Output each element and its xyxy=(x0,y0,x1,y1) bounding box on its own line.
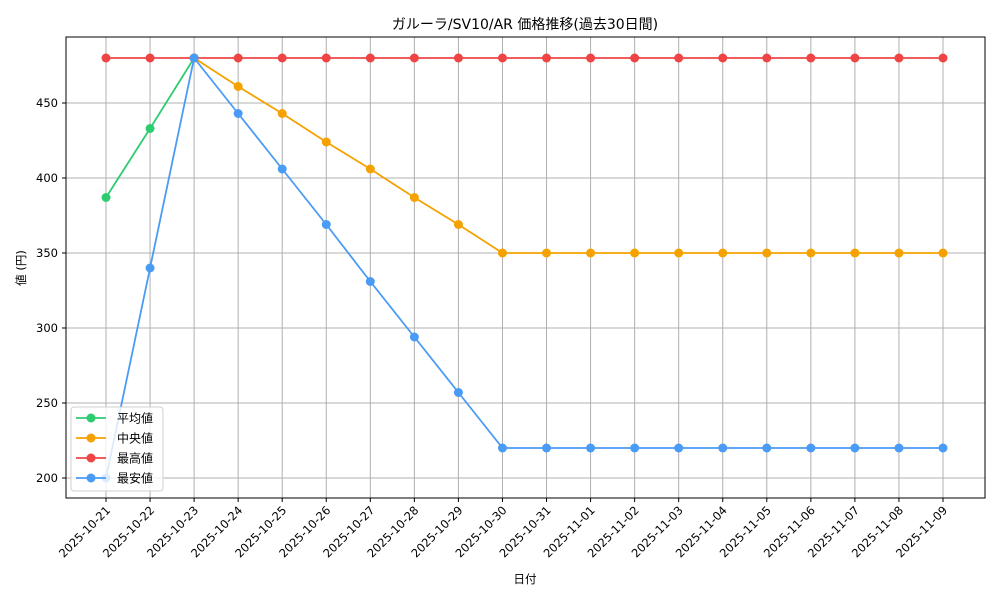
data-point xyxy=(497,53,507,63)
data-point xyxy=(233,109,243,118)
series-line xyxy=(193,57,943,254)
data-point xyxy=(894,53,904,63)
data-point xyxy=(674,443,684,453)
grid-lines xyxy=(66,37,985,498)
y-tick-label: 400 xyxy=(36,171,58,185)
y-tick-label: 200 xyxy=(36,471,58,485)
data-point xyxy=(674,53,684,63)
y-tick-label: 250 xyxy=(36,396,58,410)
data-series xyxy=(101,53,948,483)
data-point xyxy=(409,193,419,202)
data-point xyxy=(586,248,596,258)
legend-label: 最高値 xyxy=(117,451,153,466)
data-point xyxy=(630,443,640,453)
legend-label: 平均値 xyxy=(117,411,153,426)
data-point xyxy=(894,248,904,258)
data-point xyxy=(409,53,419,63)
plot-frame xyxy=(65,36,986,499)
x-axis-ticks: 2025-10-212025-10-222025-10-232025-10-24… xyxy=(56,498,950,560)
data-point xyxy=(277,164,287,174)
y-tick-label: 300 xyxy=(36,321,58,335)
data-point xyxy=(233,82,243,91)
series-line xyxy=(105,55,943,479)
data-point xyxy=(718,53,728,63)
data-point xyxy=(365,53,375,63)
y-axis-label: 値 (円) xyxy=(14,250,28,286)
data-point xyxy=(586,53,596,63)
data-point xyxy=(630,53,640,63)
data-point xyxy=(321,53,331,63)
legend-label: 最安値 xyxy=(117,471,153,486)
data-point xyxy=(762,443,772,453)
data-point xyxy=(453,220,463,229)
chart-title: ガルーラ/SV10/AR 価格推移(過去30日間) xyxy=(392,17,658,33)
data-point xyxy=(718,248,728,258)
data-point xyxy=(542,443,552,453)
data-point xyxy=(762,248,772,258)
data-point xyxy=(718,443,728,453)
y-tick-label: 450 xyxy=(36,96,58,110)
data-point xyxy=(233,53,243,63)
x-axis-label: 日付 xyxy=(514,572,537,586)
data-point xyxy=(850,248,860,258)
data-point xyxy=(365,277,375,286)
data-point xyxy=(145,124,155,133)
data-point xyxy=(321,137,331,147)
data-point xyxy=(365,164,375,174)
data-point xyxy=(453,53,463,63)
y-axis-ticks: 200 250 300 350 400 450 xyxy=(36,96,66,485)
data-point xyxy=(586,443,596,453)
data-point xyxy=(542,248,552,258)
data-point xyxy=(145,263,155,273)
data-point xyxy=(145,53,155,63)
data-point xyxy=(938,53,948,63)
data-point xyxy=(277,109,287,118)
data-point xyxy=(277,53,287,63)
data-point xyxy=(762,53,772,63)
data-point xyxy=(189,53,199,63)
data-point xyxy=(850,53,860,63)
data-point xyxy=(806,53,816,63)
data-point xyxy=(674,248,684,258)
data-point xyxy=(938,443,948,453)
data-point xyxy=(497,443,507,453)
data-point xyxy=(894,443,904,453)
data-point xyxy=(542,53,552,63)
data-point xyxy=(806,248,816,258)
data-point xyxy=(453,388,463,397)
data-point xyxy=(938,248,948,258)
data-point xyxy=(101,53,111,63)
data-point xyxy=(806,443,816,453)
data-point xyxy=(101,193,111,202)
data-point xyxy=(321,220,331,229)
data-point xyxy=(630,248,640,258)
data-point xyxy=(850,443,860,453)
legend-label: 中央値 xyxy=(117,431,153,446)
y-tick-label: 350 xyxy=(36,246,58,260)
data-point xyxy=(497,248,507,258)
data-point xyxy=(409,332,419,342)
